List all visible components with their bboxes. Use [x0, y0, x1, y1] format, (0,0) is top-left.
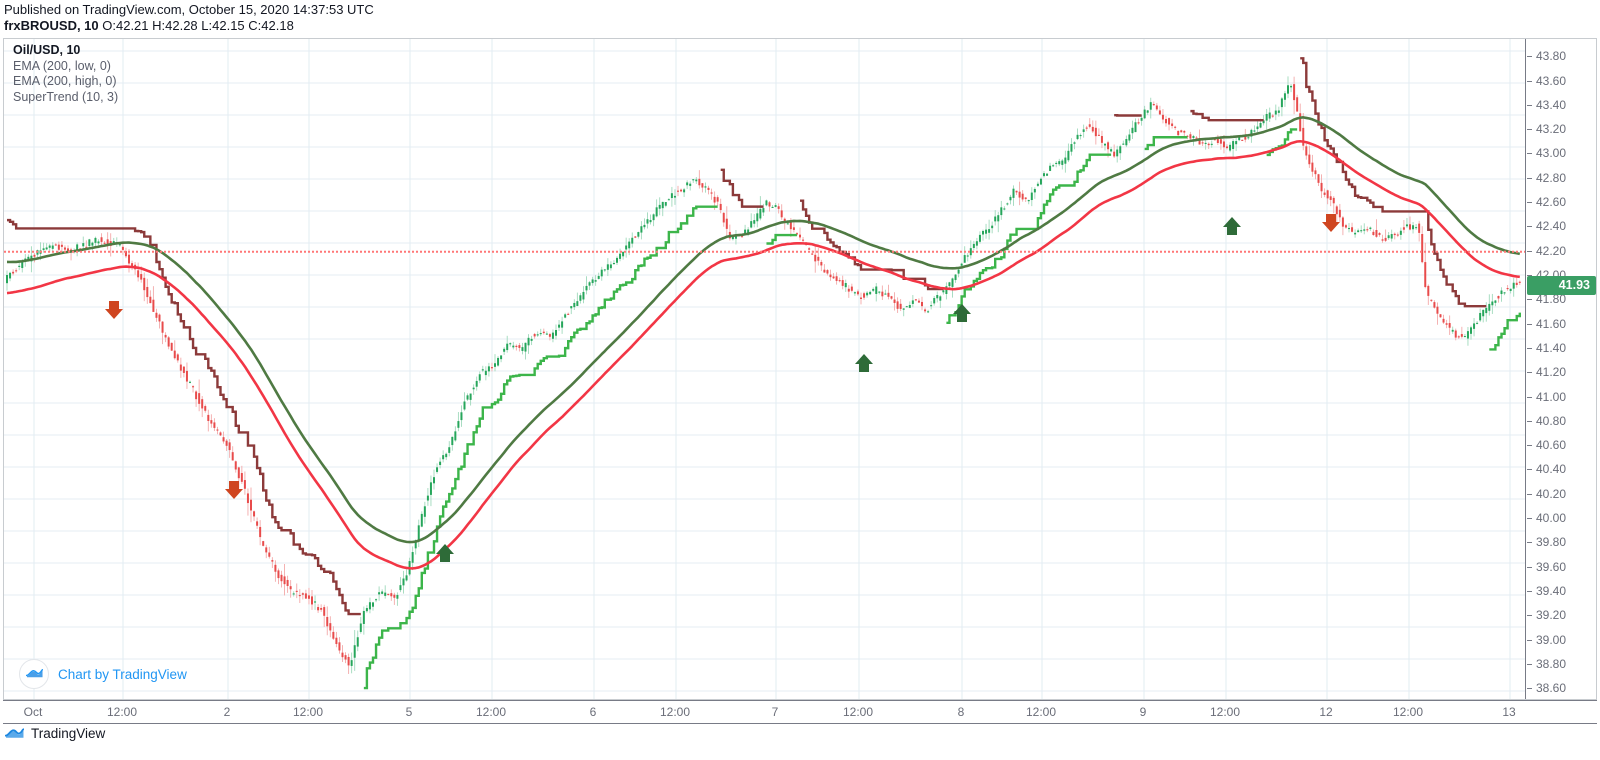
- time-tick: 12:00: [1025, 705, 1057, 719]
- signal-arrows: [105, 214, 1340, 562]
- ema-high-line: [6, 116, 1521, 544]
- chart-credit[interactable]: Chart by TradingView: [19, 659, 187, 689]
- time-tick: 5: [405, 705, 413, 719]
- footer-brand-label: TradingView: [31, 726, 106, 741]
- time-tick: 6: [589, 705, 597, 719]
- ohlc-values: O:42.21 H:42.28 L:42.15 C:42.18: [102, 18, 294, 33]
- chart-credit-label[interactable]: Chart by TradingView: [58, 666, 187, 682]
- legend-title: Oil/USD, 10: [13, 43, 81, 57]
- chart-plot-area[interactable]: [4, 39, 1525, 699]
- ema-low-line: [6, 139, 1520, 570]
- time-tick: 12:00: [842, 705, 874, 719]
- legend-item-supertrend[interactable]: SuperTrend (10, 3): [13, 89, 119, 104]
- tradingview-footer-logo-icon: [5, 727, 24, 740]
- time-axis[interactable]: Oct 12:00 2 12:00 5 12:00 6 12:00 7 12:00 8 12:00 9 1…: [3, 700, 1597, 724]
- time-tick: 13: [1502, 705, 1516, 719]
- tradingview-logo-icon: [19, 659, 49, 689]
- time-tick: 12:00: [1392, 705, 1424, 719]
- chart-legend: Oil/USD, 10 EMA (200, low, 0) EMA (200, …: [13, 43, 118, 105]
- candlestick-series: [6, 76, 1521, 674]
- time-tick: 12:00: [659, 705, 691, 719]
- supertrend-line: [7, 57, 1521, 690]
- time-tick: 8: [957, 705, 965, 719]
- time-tick: 12:00: [106, 705, 138, 719]
- time-tick: 12: [1319, 705, 1333, 719]
- chart-canvas: [4, 39, 1525, 699]
- legend-item-ema-low[interactable]: EMA (200, low, 0): [13, 58, 111, 73]
- published-timestamp: Published on TradingView.com, October 15…: [4, 2, 374, 17]
- time-tick: 12:00: [1209, 705, 1241, 719]
- horizontal-gridlines: [4, 50, 1525, 692]
- symbol-ohlc-line: frxBROUSD, 10 O:42.21 H:42.28 L:42.15 C:…: [4, 18, 294, 34]
- time-tick: 9: [1139, 705, 1147, 719]
- price-axis[interactable]: 43.80 43.60 43.40 43.20 43.00 42.80 42.60 42.40…: [1525, 39, 1596, 699]
- chart-frame: 43.80 43.60 43.40 43.20 43.00 42.80 42.60 42.40…: [3, 38, 1597, 700]
- footer-brand: TradingView: [5, 726, 105, 741]
- time-tick: 12:00: [292, 705, 324, 719]
- time-tick: 12:00: [475, 705, 507, 719]
- legend-item-ema-high[interactable]: EMA (200, high, 0): [13, 74, 117, 88]
- time-tick: Oct: [23, 705, 43, 719]
- symbol-name: frxBROUSD, 10: [4, 18, 99, 33]
- time-tick: 2: [223, 705, 231, 719]
- current-price-badge: 41.93: [1527, 275, 1596, 295]
- time-tick: 7: [771, 705, 779, 719]
